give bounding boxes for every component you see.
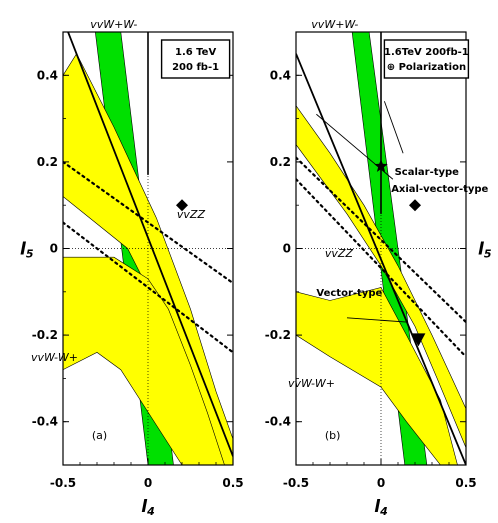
luminosity-box-line: ⊕ Polarization (387, 62, 466, 73)
marker-diamond (176, 199, 188, 212)
process-label: vvW-W+ (31, 351, 78, 364)
chart-panel-b: 0.4 0.2 0 -0.2 -0.4 -0.5 0 0.5 l4 l5 (b) 1.6TeV 200… (265, 18, 492, 518)
x-tick-label: 0 (144, 476, 152, 490)
process-label: vvW+W- (90, 18, 137, 31)
y-tick-label: 0.4 (37, 68, 58, 82)
region-yellow-band-1 (296, 105, 466, 448)
region-yellow-band-2 (63, 256, 233, 465)
x-tick-label: -0.5 (283, 476, 309, 490)
y-axis-title: l5 (478, 240, 492, 261)
series-line-0 (296, 53, 466, 465)
series-line-2 (296, 178, 466, 358)
y-axis-title-subscript: 5 (26, 248, 34, 261)
plot-area (296, 32, 466, 465)
y-tick-label: 0.2 (37, 155, 58, 169)
luminosity-box (383, 39, 470, 79)
x-axis-title-subscript: 4 (379, 505, 388, 518)
series-line-1 (63, 160, 233, 285)
y-tick-label: -0.4 (32, 415, 58, 429)
y-tick-label: -0.4 (265, 415, 291, 429)
y-tick-label: 0.2 (270, 155, 291, 169)
process-label: vvZZ (177, 208, 206, 221)
annotation-arrow (316, 113, 394, 180)
x-tick-label: 0.5 (455, 476, 476, 490)
luminosity-box (160, 39, 231, 79)
region-yellow-band-1 (63, 53, 233, 465)
annotation-arrow (346, 317, 407, 323)
chart-panel-a: 0.4 0.2 0 -0.2 -0.4 -0.5 0 0.5 l4 l5 (a) 1.6 TeV 200… (20, 18, 244, 518)
x-axis-title: l4 (141, 497, 154, 518)
process-label: vvZZ (325, 247, 354, 260)
marker-triangle-down (411, 333, 426, 347)
x-tick-label: 0.5 (222, 476, 243, 490)
series-line-0 (67, 32, 233, 457)
x-tick-label: -0.5 (50, 476, 76, 490)
annotation-label: Vector-type (316, 288, 382, 299)
marker-diamond (409, 199, 421, 212)
y-tick-label: -0.2 (265, 328, 291, 342)
annotation-label: Axial-vector-type (391, 184, 488, 195)
plot-area (63, 32, 233, 465)
x-axis-title-subscript: 4 (146, 505, 155, 518)
process-label: vvW-W+ (288, 377, 335, 390)
marker-star (374, 159, 388, 172)
annotation-label: Scalar-type (395, 167, 460, 178)
x-axis-title: l4 (374, 497, 387, 518)
luminosity-box-line: 1.6 TeV (175, 47, 216, 58)
y-axis-title-subscript: 5 (484, 248, 492, 261)
series-line-2 (63, 221, 233, 354)
panel-tag: (a) (92, 429, 107, 442)
y-tick-label: 0 (50, 242, 58, 256)
panel-tag: (b) (325, 429, 341, 442)
y-axis-title: l5 (20, 240, 34, 261)
annotation-arrow (383, 101, 404, 154)
luminosity-box-line: 200 fb-1 (172, 62, 219, 73)
y-tick-label: 0 (283, 242, 291, 256)
x-tick-label: 0 (377, 476, 385, 490)
luminosity-box-line: 1.6TeV 200fb-1 (384, 47, 469, 58)
y-tick-label: -0.2 (32, 328, 58, 342)
y-tick-label: 0.4 (270, 68, 291, 82)
process-label: vvW+W- (311, 18, 358, 31)
series-line-1 (296, 156, 466, 324)
